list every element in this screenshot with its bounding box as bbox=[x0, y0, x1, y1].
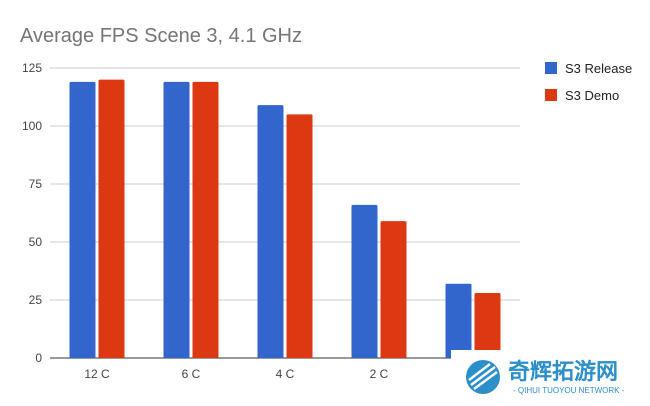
y-tick-label: 75 bbox=[29, 177, 43, 191]
watermark-english-text: - QIHUI TUOYOU NETWORK - bbox=[513, 386, 625, 395]
bar-s3-demo bbox=[380, 221, 407, 358]
x-tick-label: 6 C bbox=[182, 367, 201, 381]
legend-label: S3 Release bbox=[565, 61, 632, 76]
x-axis-ticks: 12 C 6 C 4 C 2 C bbox=[84, 367, 388, 381]
bar-s3-release bbox=[163, 81, 190, 359]
x-tick-label: 12 C bbox=[84, 367, 110, 381]
legend-swatch bbox=[545, 62, 557, 74]
bar-s3-release bbox=[445, 283, 472, 358]
bar-s3-demo bbox=[192, 81, 219, 359]
y-tick-label: 50 bbox=[29, 235, 43, 249]
legend-swatch bbox=[545, 89, 557, 101]
y-axis-ticks: 0 25 50 75 100 125 bbox=[22, 61, 42, 365]
chart-title: Average FPS Scene 3, 4.1 GHz bbox=[20, 25, 302, 47]
y-tick-label: 125 bbox=[22, 61, 42, 75]
bar-s3-release bbox=[257, 105, 284, 359]
bar-s3-demo bbox=[98, 79, 125, 358]
bar-s3-release bbox=[351, 204, 378, 358]
y-tick-label: 0 bbox=[35, 351, 42, 365]
watermark-chinese-text: 奇辉拓游网 bbox=[508, 359, 618, 384]
y-tick-label: 100 bbox=[22, 119, 42, 133]
bar-s3-demo bbox=[474, 293, 501, 358]
x-tick-label: 4 C bbox=[276, 367, 295, 381]
legend: S3 Release S3 Demo bbox=[545, 61, 632, 103]
gridlines bbox=[50, 67, 520, 359]
x-tick-label: 2 C bbox=[370, 367, 389, 381]
watermark-logo-icon bbox=[466, 360, 500, 394]
legend-label: S3 Demo bbox=[565, 88, 619, 103]
bar-s3-demo bbox=[286, 114, 313, 359]
watermark: 奇辉拓游网 - QIHUI TUOYOU NETWORK - bbox=[451, 350, 650, 401]
bar-s3-release bbox=[69, 81, 96, 359]
y-tick-label: 25 bbox=[29, 293, 43, 307]
bars bbox=[69, 79, 501, 359]
